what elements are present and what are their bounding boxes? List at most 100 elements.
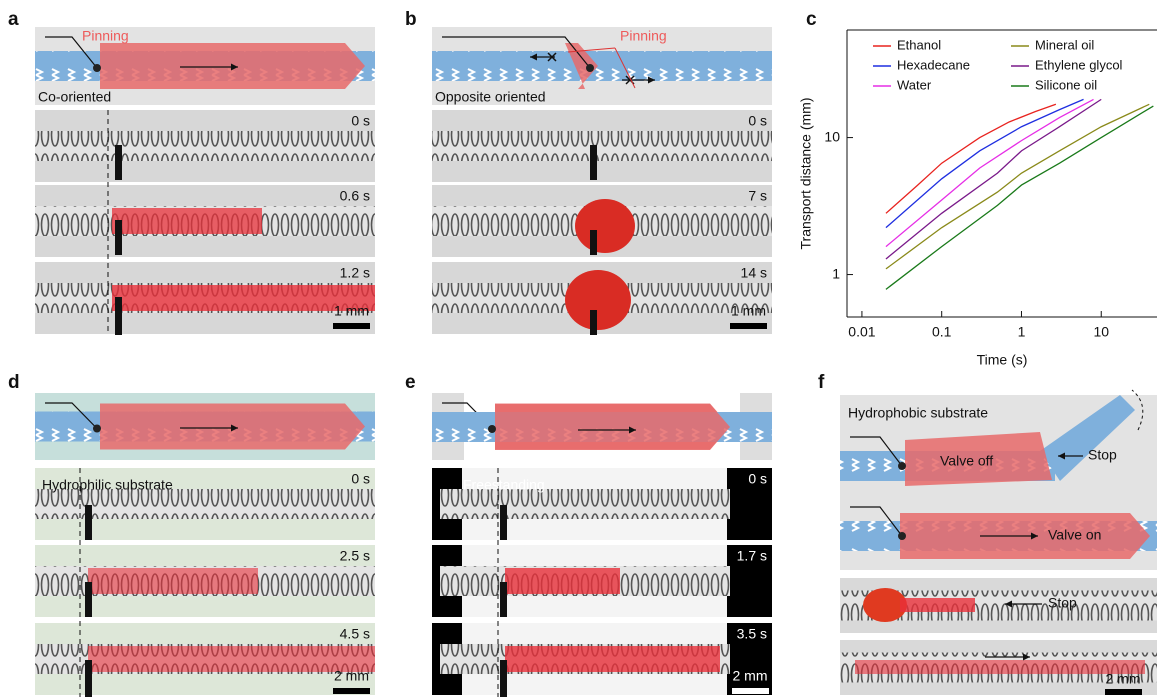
scale-bar xyxy=(732,688,769,694)
line xyxy=(885,105,1154,290)
legend-label: Mineral oil xyxy=(1035,37,1094,52)
line xyxy=(885,98,1084,229)
caption: Opposite oriented xyxy=(435,89,546,105)
scale-label: 1 mm xyxy=(731,303,766,319)
arrow-head xyxy=(231,424,238,432)
fiber xyxy=(432,51,772,81)
x-tick-label: 1 xyxy=(1018,324,1026,340)
needle xyxy=(115,220,122,255)
liquid xyxy=(505,568,620,594)
liquid xyxy=(112,208,262,234)
needle xyxy=(500,505,507,540)
annotation: Valve on xyxy=(1048,527,1101,543)
annotation: Stop xyxy=(1048,595,1077,611)
legend-label: Silicone oil xyxy=(1035,77,1097,92)
legend-label: Ethylene glycol xyxy=(1035,57,1123,72)
arrow-head xyxy=(1005,600,1012,608)
legend-label: Ethanol xyxy=(897,37,941,52)
panel-label: c xyxy=(806,9,817,30)
time-label: 4.5 s xyxy=(340,626,370,642)
scale-label: 2 mm xyxy=(334,668,369,684)
y-axis-label: Transport distance (mm) xyxy=(798,98,814,250)
annotation: Pinning xyxy=(82,28,129,44)
liquid xyxy=(900,598,975,612)
pointer xyxy=(567,47,616,53)
scale-bar xyxy=(730,323,767,329)
annotation: Valve off xyxy=(940,453,993,469)
scale-bar xyxy=(333,688,370,694)
cross xyxy=(625,75,635,85)
x-tick-label: 0.1 xyxy=(932,324,952,340)
pointer xyxy=(614,47,636,89)
time-label: 2.5 s xyxy=(340,548,370,564)
liquid xyxy=(88,646,375,672)
drop xyxy=(575,199,635,253)
panel-label: b xyxy=(405,9,417,30)
arrow-head xyxy=(1031,532,1038,540)
annotation: Stop xyxy=(1088,447,1117,463)
drop xyxy=(565,270,631,330)
liquid xyxy=(88,568,258,594)
pin xyxy=(586,64,594,72)
time-label: 1.2 s xyxy=(340,265,370,281)
scale-label: 1 mm xyxy=(334,303,369,319)
scale-label: 2 mm xyxy=(733,668,768,684)
leader xyxy=(850,436,903,467)
liquid xyxy=(112,285,375,311)
scale-bar xyxy=(1105,689,1142,695)
needle xyxy=(500,660,507,697)
scale-bar xyxy=(333,323,370,329)
pin xyxy=(898,462,906,470)
chart: 0.01 0.1 1 10 1 10 Time (s) Transport distance … xyxy=(798,29,1157,368)
panel-label: a xyxy=(8,9,19,30)
arrow-head xyxy=(530,53,537,61)
scale-label: 2 mm xyxy=(1106,671,1141,687)
droplet xyxy=(905,432,1052,486)
time-label: 0 s xyxy=(748,113,767,129)
x-tick-label: 10 xyxy=(1093,324,1109,340)
liquid xyxy=(505,646,720,672)
panel-texts: a Pinning Co-oriented b Pinning Opposite… xyxy=(8,9,1141,687)
y-tick-label: 1 xyxy=(832,265,840,281)
pin xyxy=(488,425,496,433)
line xyxy=(885,103,1150,270)
arrow-head xyxy=(648,76,655,84)
needle xyxy=(590,145,597,180)
panel-label: f xyxy=(818,372,825,393)
photo-fiber xyxy=(35,131,375,161)
leader xyxy=(442,36,591,69)
needle xyxy=(590,310,597,335)
panel-label: d xyxy=(8,372,20,393)
line xyxy=(885,98,1094,248)
fiber-bent xyxy=(1040,395,1135,481)
time-label: 0 s xyxy=(351,113,370,129)
drop xyxy=(863,588,907,622)
pin xyxy=(898,532,906,540)
liquid xyxy=(855,660,1145,674)
photo-fiber xyxy=(432,131,772,161)
annotation: Pinning xyxy=(620,28,667,44)
photo-fiber xyxy=(440,489,730,519)
line xyxy=(885,103,1057,214)
arrow-head xyxy=(1058,452,1065,460)
leader xyxy=(850,506,903,537)
time-label: 0.6 s xyxy=(340,188,370,204)
needle xyxy=(500,582,507,617)
time-label: 7 s xyxy=(748,188,767,204)
x-tick-label: 0.01 xyxy=(848,324,875,340)
time-label: 0 s xyxy=(748,471,767,487)
time-label: 3.5 s xyxy=(737,626,767,642)
y-tick-label: 10 xyxy=(824,128,840,144)
needle xyxy=(115,145,122,180)
legend-label: Hexadecane xyxy=(897,57,970,72)
caption: Co-oriented xyxy=(38,89,111,105)
arrow-head xyxy=(629,426,636,434)
caption: Hydrophilic substrate xyxy=(42,477,173,493)
needle xyxy=(115,297,122,335)
caption: Freestanding xyxy=(463,477,545,493)
pin xyxy=(93,64,101,72)
panel-label: e xyxy=(405,372,416,393)
cross xyxy=(547,52,557,62)
